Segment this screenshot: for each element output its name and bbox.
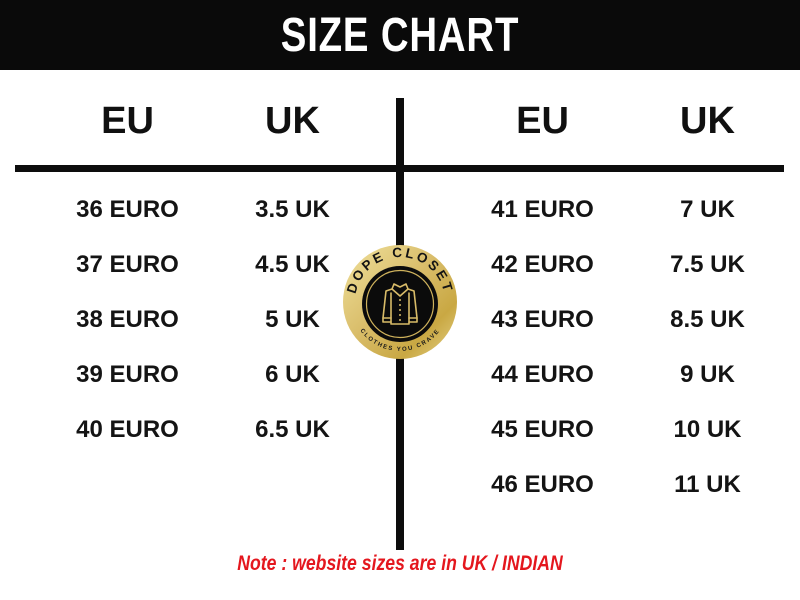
eu-size-cell: 36 EURO: [76, 195, 179, 223]
uk-size-cell: 6 UK: [265, 360, 320, 388]
eu-size-cell: 42 EURO: [491, 250, 594, 278]
column-header-eu: EU: [101, 100, 154, 142]
eu-size-cell: 39 EURO: [76, 360, 179, 388]
badge-inner-ring: [365, 269, 435, 339]
eu-size-cell: 45 EURO: [491, 415, 594, 443]
size-table-right: EU UK 41 EURO 7 UK 42 EURO 7.5 UK 43 EUR…: [460, 100, 790, 512]
size-note: Note : website sizes are in UK / INDIAN: [237, 552, 563, 575]
eu-size-cell: 41 EURO: [491, 195, 594, 223]
column-header-uk: UK: [265, 100, 320, 142]
uk-size-cell: 11 UK: [674, 470, 741, 498]
eu-size-cell: 46 EURO: [491, 470, 594, 498]
eu-size-cell: 43 EURO: [491, 305, 594, 333]
brand-logo: DOPE CLOSET CLOTHES YOU CRAVE: [343, 245, 457, 359]
uk-size-cell: 3.5 UK: [255, 195, 330, 223]
horizontal-divider: [15, 165, 784, 172]
uk-size-cell: 8.5 UK: [670, 305, 745, 333]
eu-size-cell: 44 EURO: [491, 360, 594, 388]
uk-size-cell: 6.5 UK: [255, 415, 330, 443]
uk-size-cell: 4.5 UK: [255, 250, 330, 278]
uk-size-cell: 7 UK: [680, 195, 735, 223]
uk-size-cell: 7.5 UK: [670, 250, 745, 278]
shirt-icon: [382, 283, 418, 325]
column-header-uk: UK: [680, 100, 735, 142]
column-header-eu: EU: [516, 100, 569, 142]
eu-size-cell: 38 EURO: [76, 305, 179, 333]
page-title: SIZE CHART: [280, 8, 520, 62]
size-table-left: EU UK 36 EURO 3.5 UK 37 EURO 4.5 UK 38 E…: [45, 100, 375, 457]
uk-size-cell: 10 UK: [673, 415, 742, 443]
uk-size-cell: 5 UK: [265, 305, 320, 333]
header-banner: SIZE CHART: [0, 0, 800, 70]
eu-size-cell: 40 EURO: [76, 415, 179, 443]
eu-size-cell: 37 EURO: [76, 250, 179, 278]
uk-size-cell: 9 UK: [680, 360, 735, 388]
